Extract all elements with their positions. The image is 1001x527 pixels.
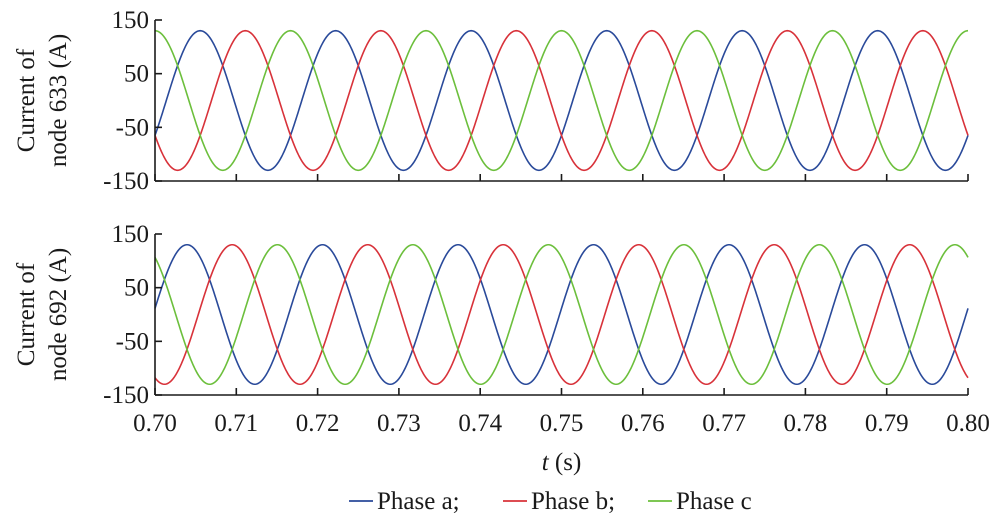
panel-2: 150 50 -50 -150 Current of node 692 (A) [13, 221, 969, 409]
x-tick-label: 0.77 [702, 410, 746, 437]
panel-2-series-c [154, 243, 969, 386]
panel-1-series-b [154, 29, 969, 172]
y-tick-label: 50 [124, 61, 149, 88]
y-tick-label: -150 [103, 168, 149, 195]
y-tick-label: 150 [112, 221, 150, 248]
y-tick-label: 150 [112, 7, 150, 34]
panel-1-series-a [154, 29, 969, 172]
y-tick-label: 50 [124, 275, 149, 302]
legend: Phase a; Phase b; Phase c [349, 488, 752, 515]
x-tick-label: 0.75 [540, 410, 584, 437]
panel-1: 150 50 -50 -150 Current of node 633 (A) [13, 7, 969, 195]
panel-2-series-b [154, 243, 969, 386]
panel-2-ylabel-line2: node 692 (A) [45, 248, 72, 381]
x-tick-label: 0.78 [784, 410, 828, 437]
x-tick-label: 0.71 [214, 410, 258, 437]
x-tick-label: 0.76 [621, 410, 665, 437]
panel-2-ylabel-line1: Current of [13, 262, 40, 366]
legend-label-b: Phase b; [531, 488, 615, 515]
x-tick-label: 0.72 [296, 410, 340, 437]
y-tick-label: -50 [116, 328, 149, 355]
y-tick-label: -150 [103, 382, 149, 409]
panel-1-ylabel-line1: Current of [13, 48, 40, 152]
x-tick-label: 0.80 [946, 410, 990, 437]
x-tick-label: 0.74 [458, 410, 502, 437]
y-tick-label: -50 [116, 114, 149, 141]
panel-1-ylabel-line2: node 633 (A) [45, 34, 72, 167]
panel-1-series-c [154, 29, 969, 172]
x-tick-label: 0.70 [133, 410, 177, 437]
panel-2-series-a [154, 243, 969, 386]
legend-label-a: Phase a; [377, 488, 460, 515]
x-tick-label: 0.79 [865, 410, 909, 437]
x-axis-label: t (s) [542, 449, 582, 476]
x-tick-label: 0.73 [377, 410, 421, 437]
legend-label-c: Phase c [676, 488, 752, 515]
